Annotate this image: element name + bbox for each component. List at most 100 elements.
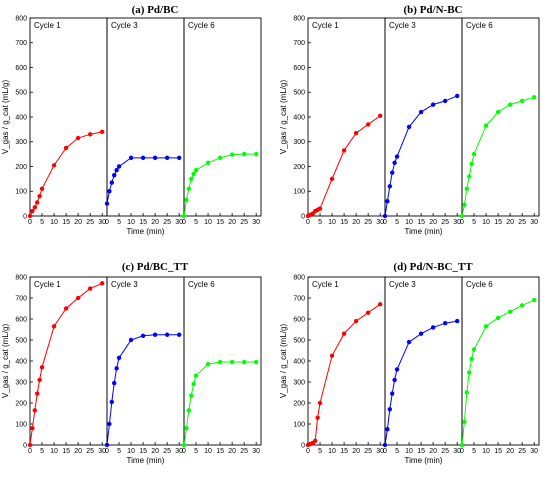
data-point bbox=[467, 174, 472, 179]
x-tick-label: 0 bbox=[306, 219, 310, 226]
x-tick-label: 15 bbox=[62, 219, 70, 226]
x-tick-label: 5 bbox=[318, 448, 322, 455]
cycle-label: Cycle 3 bbox=[389, 280, 416, 289]
x-tick-label: 5 bbox=[194, 219, 198, 226]
series-line bbox=[461, 96, 535, 217]
x-tick-label: 15 bbox=[494, 448, 502, 455]
x-tick-label: 5 bbox=[395, 219, 399, 226]
data-point bbox=[63, 306, 69, 311]
data-point bbox=[382, 442, 388, 448]
data-point bbox=[176, 332, 182, 337]
data-point bbox=[241, 151, 247, 157]
cycle-subplot: 0 5 10 15 20 25 30 Cycle 1 bbox=[27, 276, 108, 455]
x-tick-label: 25 bbox=[240, 219, 248, 226]
data-point bbox=[507, 102, 513, 107]
data-point bbox=[189, 393, 194, 398]
cycle-subplot: 0 5 10 15 20 25 30 Cycle 3 bbox=[104, 17, 185, 226]
series-line bbox=[384, 320, 458, 446]
data-point bbox=[462, 202, 467, 208]
data-point bbox=[531, 297, 537, 303]
y-tick-label: 700 bbox=[15, 40, 27, 47]
data-point bbox=[176, 155, 182, 161]
data-point bbox=[418, 109, 424, 115]
x-tick-label: 0 bbox=[460, 219, 464, 226]
x-tick-label: 15 bbox=[139, 448, 147, 455]
x-tick-label: 20 bbox=[151, 448, 159, 455]
y-tick-label: 0 bbox=[301, 442, 305, 449]
data-point bbox=[39, 365, 45, 370]
data-point bbox=[114, 168, 119, 173]
data-point bbox=[241, 359, 247, 365]
x-tick-label: 25 bbox=[86, 219, 94, 226]
data-point bbox=[467, 370, 472, 375]
data-point bbox=[253, 359, 259, 365]
data-point bbox=[99, 129, 105, 135]
y-tick-label: 600 bbox=[15, 65, 27, 72]
data-point bbox=[317, 206, 323, 211]
data-point bbox=[471, 347, 477, 352]
x-tick-label: 20 bbox=[228, 219, 236, 226]
cycle-label: Cycle 3 bbox=[389, 21, 416, 30]
y-tick-label: 400 bbox=[15, 358, 27, 365]
data-point bbox=[99, 281, 105, 286]
data-point bbox=[377, 113, 383, 118]
data-point bbox=[112, 172, 117, 178]
data-point bbox=[109, 180, 115, 185]
data-point bbox=[181, 442, 187, 448]
series-line bbox=[461, 299, 535, 446]
y-tick-label: 600 bbox=[293, 65, 305, 72]
data-point bbox=[390, 391, 395, 396]
data-point bbox=[454, 93, 460, 99]
y-axis-label: V_gas / g_cat (mL/g) bbox=[1, 80, 10, 155]
data-point bbox=[27, 442, 33, 448]
y-tick-label: 800 bbox=[15, 274, 27, 281]
data-point bbox=[430, 102, 436, 107]
data-point bbox=[164, 332, 170, 337]
data-point bbox=[189, 176, 194, 182]
x-tick-label: 5 bbox=[472, 448, 476, 455]
data-point bbox=[483, 324, 489, 329]
chart-title: (d) Pd/N-BC_TT bbox=[393, 261, 473, 273]
data-point bbox=[205, 361, 211, 367]
y-tick-label: 600 bbox=[15, 316, 27, 323]
y-axis-label: V_gas / g_cat (mL/g) bbox=[279, 80, 288, 155]
x-tick-label: 15 bbox=[417, 219, 425, 226]
y-tick-label: 500 bbox=[293, 337, 305, 344]
data-point bbox=[152, 332, 158, 337]
data-point bbox=[385, 427, 390, 432]
x-tick-label: 10 bbox=[328, 448, 336, 455]
x-tick-label: 20 bbox=[352, 219, 360, 226]
data-point bbox=[39, 186, 45, 191]
data-point bbox=[114, 366, 119, 371]
data-point bbox=[75, 295, 81, 301]
data-point bbox=[128, 155, 134, 161]
data-point bbox=[205, 160, 211, 165]
y-tick-label: 0 bbox=[23, 442, 27, 449]
data-point bbox=[507, 309, 513, 314]
y-tick-label: 400 bbox=[293, 358, 305, 365]
data-point bbox=[35, 391, 40, 396]
y-tick-label: 800 bbox=[293, 15, 305, 22]
data-point bbox=[329, 353, 335, 358]
data-point bbox=[193, 373, 199, 378]
y-tick-label: 300 bbox=[293, 379, 305, 386]
data-point bbox=[519, 303, 525, 308]
data-point bbox=[229, 152, 235, 157]
x-tick-label: 5 bbox=[194, 448, 198, 455]
data-point bbox=[377, 302, 383, 307]
data-point bbox=[253, 151, 259, 157]
y-tick-label: 500 bbox=[293, 90, 305, 97]
data-point bbox=[464, 186, 470, 191]
data-point bbox=[164, 155, 170, 161]
data-point bbox=[30, 426, 35, 431]
data-point bbox=[37, 194, 42, 199]
data-point bbox=[385, 198, 390, 204]
data-point bbox=[112, 380, 117, 386]
y-tick-label: 0 bbox=[301, 213, 305, 220]
cycle-label: Cycle 6 bbox=[466, 21, 493, 30]
y-tick-label: 500 bbox=[15, 337, 27, 344]
data-point bbox=[184, 197, 189, 203]
data-point bbox=[365, 122, 371, 127]
chart-panel-2: (b) Pd/N-BC0100200300400500600700800V_ga… bbox=[279, 4, 540, 236]
